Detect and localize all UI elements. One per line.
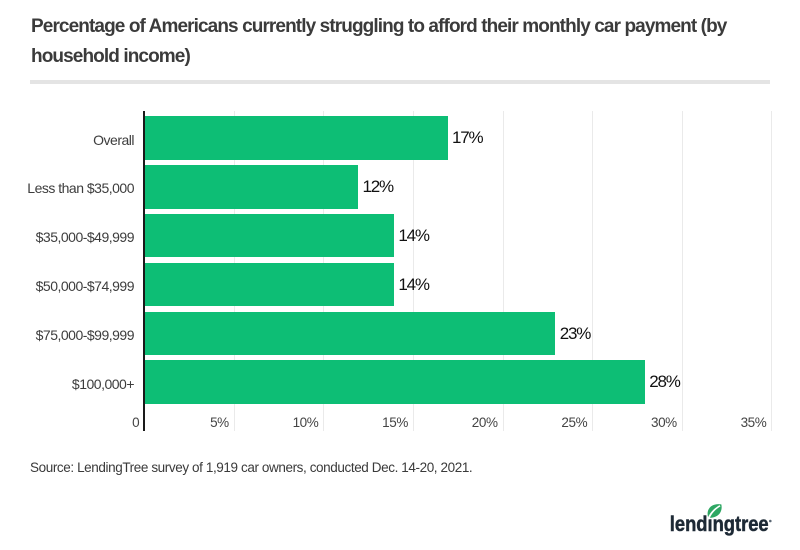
svg-text:lendıngtree: lendıngtree <box>670 513 769 536</box>
